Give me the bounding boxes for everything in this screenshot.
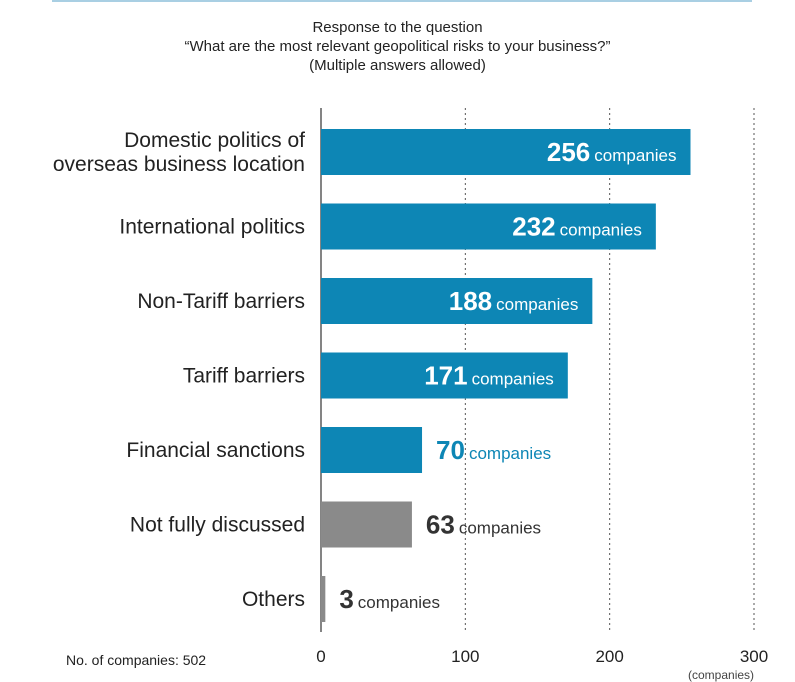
category-label-6: Others [242, 588, 305, 611]
value-number-2: 188 [449, 286, 492, 316]
x-tick-label-0: 0 [316, 647, 325, 666]
title-line-3: (Multiple answers allowed) [309, 57, 486, 74]
value-label-1: 232 companies [512, 212, 642, 242]
value-unit-0: companies [594, 146, 676, 165]
bar-1 [321, 203, 656, 250]
bar-3 [321, 352, 568, 399]
category-label-5: Not fully discussed [130, 514, 305, 537]
category-label-0-1: overseas business location [53, 153, 305, 176]
value-unit-4: companies [469, 444, 551, 463]
value-label-4: 70 companies [436, 435, 551, 465]
value-unit-3: companies [472, 370, 554, 389]
title-line-2: “What are the most relevant geopolitical… [184, 38, 611, 55]
chart-title: Response to the question “What are the m… [0, 18, 795, 75]
bar-6 [321, 576, 326, 622]
value-number-4: 70 [436, 435, 465, 465]
value-unit-6: companies [358, 593, 440, 612]
category-label-3: Tariff barriers [183, 365, 305, 388]
value-label-5: 63 companies [426, 510, 541, 540]
value-label-0: 256 companies [547, 137, 677, 167]
bar-0 [321, 129, 691, 175]
category-label-0-0: Domestic politics of [124, 129, 305, 152]
category-label-2: Non-Tariff barriers [137, 290, 305, 313]
bars [321, 129, 691, 622]
value-number-6: 3 [339, 584, 353, 614]
x-axis-unit: (companies) [688, 668, 755, 682]
bar-2 [321, 278, 593, 324]
value-number-1: 232 [512, 212, 555, 242]
value-label-6: 3 companies [339, 584, 440, 614]
value-number-3: 171 [424, 361, 467, 391]
x-tick-label-100: 100 [451, 647, 479, 666]
top-rule [52, 0, 752, 2]
value-label-2: 188 companies [449, 286, 579, 316]
x-tick-labels: 0 100 200 300 [316, 647, 768, 666]
x-tick-label-200: 200 [595, 647, 623, 666]
value-unit-2: companies [496, 295, 578, 314]
bar-4 [321, 427, 423, 473]
bar-5 [321, 501, 412, 548]
value-unit-5: companies [459, 519, 541, 538]
sample-size-note: No. of companies: 502 [66, 652, 207, 668]
value-label-3: 171 companies [424, 361, 554, 391]
value-number-5: 63 [426, 510, 455, 540]
category-label-1: International politics [119, 216, 305, 239]
value-number-0: 256 [547, 137, 590, 167]
x-tick-label-300: 300 [740, 647, 768, 666]
category-label-4: Financial sanctions [126, 439, 305, 462]
value-unit-1: companies [560, 221, 642, 240]
title-line-1: Response to the question [312, 19, 483, 36]
